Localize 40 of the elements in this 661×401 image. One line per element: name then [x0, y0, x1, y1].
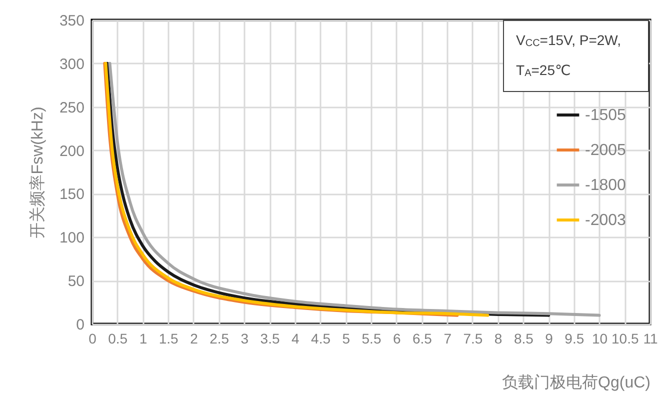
- x-tick-label: 8.5: [514, 330, 534, 346]
- condition-note: V$_{CC}$=15V, P=2W, T$_{A}$=25℃: [503, 20, 649, 92]
- x-tick-label: 7.5: [463, 330, 483, 346]
- x-tick-label: 2.5: [210, 330, 230, 346]
- x-tick-label: 8: [494, 330, 502, 346]
- x-tick-label: 3: [240, 330, 249, 346]
- annotation: T$_{A}$=25℃: [516, 61, 572, 81]
- y-tick-label: 50: [68, 273, 84, 290]
- x-tick-label: 10.5: [612, 330, 639, 346]
- legend-label: -2005: [585, 142, 626, 159]
- y-tick-label: 250: [59, 99, 84, 116]
- legend-label: -1800: [585, 177, 626, 194]
- x-tick-label: 0: [88, 330, 97, 346]
- y-tick-label: 350: [59, 12, 84, 30]
- x-tick-label: 5: [342, 330, 350, 346]
- x-tick-label: 0.5: [108, 330, 128, 346]
- legend-label: -2003: [585, 212, 626, 229]
- y-tick-label: 150: [59, 186, 84, 204]
- annotation: V$_{CC}$=15V, P=2W,: [516, 31, 622, 51]
- x-tick-label: 1.5: [158, 330, 179, 346]
- x-tick-label: 6.5: [412, 330, 432, 346]
- x-tick-label: 9.5: [564, 330, 584, 346]
- x-tick-label: 10: [592, 330, 608, 346]
- x-tick-label: 4.5: [311, 330, 331, 346]
- y-tick-label: 300: [59, 56, 84, 73]
- x-tick-label: 3.5: [260, 330, 280, 346]
- x-tick-label: 6: [392, 330, 401, 346]
- x-tick-label: 11: [643, 330, 658, 346]
- y-tick-label: 100: [59, 230, 84, 247]
- x-axis-title: 负载门极电荷Qg(uC): [502, 374, 650, 392]
- x-tick-label: 9: [545, 330, 554, 346]
- x-tick-label: 1: [139, 330, 148, 346]
- y-tick-label: 200: [59, 142, 84, 160]
- x-tick-label: 7: [444, 330, 452, 346]
- y-axis-title: 开关频率Fsw(kHz): [28, 106, 46, 238]
- x-tick-label: 4: [292, 330, 300, 346]
- legend-label: -1505: [585, 107, 626, 124]
- x-tick-label: 2: [190, 330, 198, 346]
- y-tick-label: 0: [76, 316, 84, 334]
- x-tick-label: 5.5: [362, 330, 382, 346]
